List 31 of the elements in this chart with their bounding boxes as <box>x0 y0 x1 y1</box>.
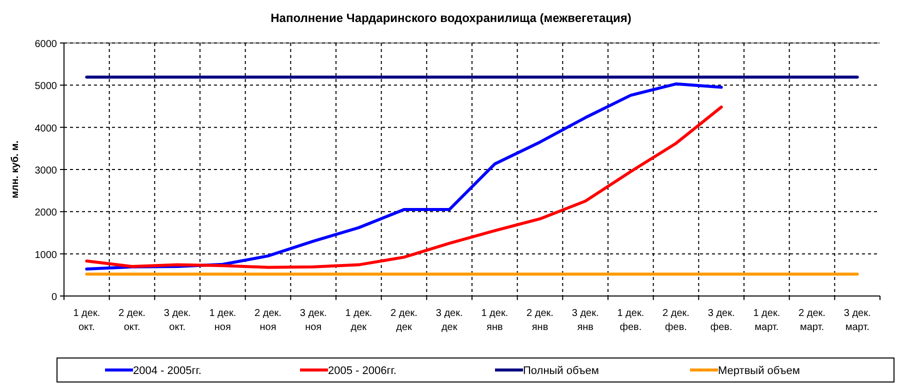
x-tick-label: 2 дек. фев. <box>662 308 690 333</box>
legend-label: Мертвый объем <box>718 365 800 377</box>
y-tick-label: 4000 <box>34 123 58 134</box>
x-tick-label: 3 дек. окт. <box>164 308 191 333</box>
legend-label: 2004 - 2005гг. <box>133 365 202 377</box>
x-tick-label: 2 дек. март. <box>798 308 826 333</box>
y-tick-label: 1000 <box>34 250 58 261</box>
x-tick-label: 1 дек. ноя <box>209 308 236 333</box>
x-tick-label: 1 дек. фев. <box>617 308 644 333</box>
y-tick-label: 2000 <box>34 208 58 219</box>
y-tick-label: 3000 <box>34 166 58 176</box>
x-tick-label: 1 дек. март. <box>753 308 780 333</box>
x-tick-label: 3 дек. ноя <box>300 308 327 333</box>
x-tick-label: 3 дек. янв <box>572 308 599 333</box>
y-axis-title: млн. куб. м. <box>10 140 21 198</box>
x-tick-label: 1 дек. янв <box>481 308 508 333</box>
x-tick-label: 3 дек. март. <box>844 308 871 333</box>
x-tick-label: 2 дек. дек <box>390 308 418 333</box>
legend-label: 2005 - 2006гг. <box>328 365 396 377</box>
legend-label: Полный объем <box>523 365 599 377</box>
y-tick-label: 6000 <box>34 39 58 50</box>
x-tick-label: 2 дек. янв <box>526 308 554 333</box>
x-tick-label: 1 дек. окт. <box>73 308 100 333</box>
x-tick-label: 1 дек. дек <box>345 308 372 333</box>
x-tick-label: 2 дек. окт. <box>118 308 146 333</box>
y-tick-label: 0 <box>51 292 58 303</box>
x-tick-label: 3 дек. дек <box>436 308 463 333</box>
y-tick-label: 5000 <box>34 81 58 92</box>
x-tick-label: 3 дек. фев. <box>708 308 735 333</box>
chart-title: Наполнение Чардаринского водохранилища (межвегетация) <box>270 11 632 25</box>
x-tick-label: 2 дек. ноя <box>254 308 282 333</box>
